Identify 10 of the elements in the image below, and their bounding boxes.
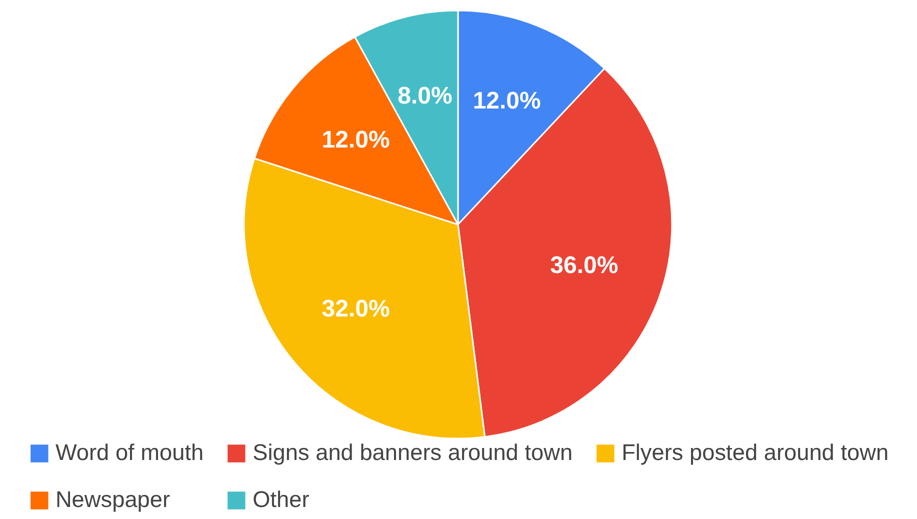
legend-label: Signs and banners around town [252,439,573,466]
data-label: 36.0% [550,252,618,279]
data-label: 12.0% [322,126,390,154]
data-label: 8.0% [398,82,452,110]
legend-label: Word of mouth [55,439,204,466]
legend-label: Flyers posted around town [622,439,889,466]
legend-label: Other [252,486,310,513]
legend-label: Newspaper [55,486,170,513]
data-label: 32.0% [322,296,390,323]
data-label: 12.0% [472,88,541,115]
